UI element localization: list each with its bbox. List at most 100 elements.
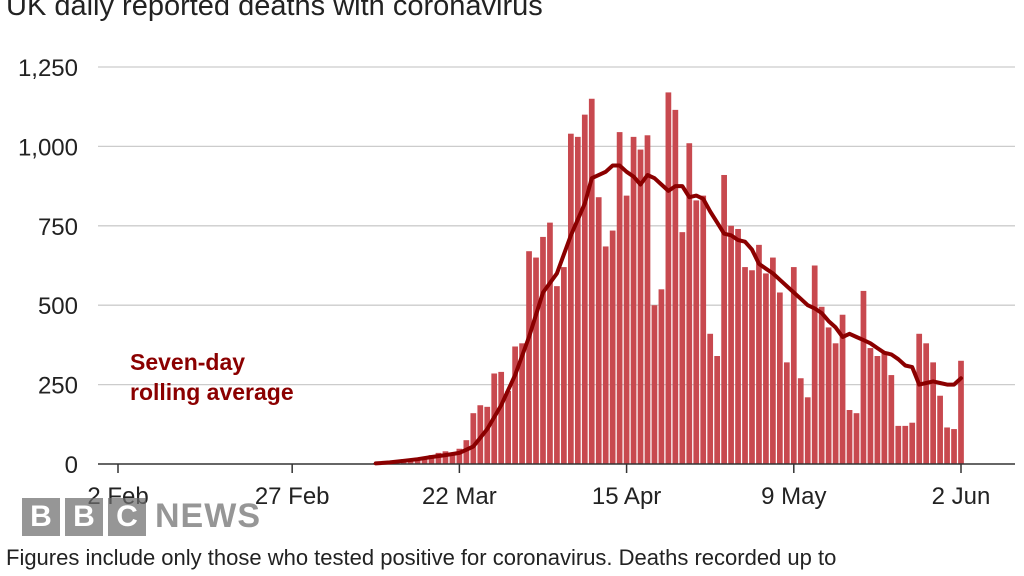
- bar: [923, 343, 930, 464]
- y-tick-label: 1,000: [18, 134, 78, 161]
- x-tick-label: 22 Mar: [422, 483, 497, 510]
- bar: [749, 270, 755, 464]
- bar: [770, 257, 776, 464]
- bar: [470, 413, 477, 464]
- bar: [588, 98, 595, 464]
- bar: [672, 109, 679, 464]
- bar: [790, 267, 797, 464]
- rolling-average-path: [373, 163, 963, 466]
- bar: [853, 413, 860, 464]
- bar: [763, 273, 769, 464]
- bar: [637, 149, 644, 465]
- bbc-logo-letter: C: [108, 497, 146, 536]
- bar: [498, 371, 505, 464]
- bar: [449, 452, 456, 464]
- y-tick-label: 250: [38, 373, 78, 400]
- y-tick-label: 750: [38, 214, 78, 241]
- rolling-average-line: [373, 163, 963, 466]
- bar: [463, 440, 470, 464]
- bar: [609, 230, 616, 464]
- bar: [839, 314, 846, 464]
- bar: [944, 427, 950, 464]
- bar: [526, 251, 532, 464]
- bar: [867, 348, 874, 464]
- bar: [874, 356, 881, 464]
- bar: [679, 232, 686, 464]
- rolling-average-annotation: Seven-day rolling average: [130, 349, 294, 405]
- bar: [644, 135, 651, 464]
- bar: [421, 458, 428, 464]
- bar: [818, 306, 825, 464]
- bar: [428, 455, 435, 464]
- x-tick-label: 2 Jun: [932, 483, 991, 510]
- bar: [602, 246, 609, 464]
- annotation-line-1: Seven-day: [130, 349, 245, 375]
- y-tick-label: 500: [38, 293, 78, 320]
- bar: [533, 257, 539, 464]
- bar: [581, 114, 588, 464]
- bar: [700, 195, 707, 465]
- bar: [554, 286, 560, 464]
- bar: [651, 305, 658, 464]
- footnote: Figures include only those who tested po…: [6, 545, 837, 570]
- bar: [811, 265, 818, 464]
- bar: [958, 360, 964, 464]
- bar: [846, 410, 853, 464]
- bar: [832, 343, 839, 464]
- bar: [721, 174, 727, 464]
- bar: [707, 333, 714, 464]
- bar: [728, 225, 734, 464]
- bar: [783, 362, 790, 464]
- bar: [407, 460, 414, 464]
- bar: [574, 136, 581, 464]
- bar: [804, 397, 811, 464]
- bbc-news-logo: B B C NEWS: [22, 497, 261, 536]
- bbc-logo-letter: B: [22, 497, 60, 536]
- bar: [623, 195, 630, 465]
- bar: [630, 136, 637, 464]
- annotation-line-2: rolling average: [130, 379, 294, 405]
- bar: [505, 390, 512, 464]
- bar: [860, 290, 867, 464]
- bar: [742, 267, 748, 464]
- bbc-logo-letter: B: [65, 497, 103, 536]
- bar: [686, 143, 693, 464]
- bar: [456, 448, 463, 464]
- bar: [484, 406, 491, 464]
- bar: [665, 92, 672, 465]
- bar: [881, 352, 888, 464]
- bar: [595, 197, 602, 464]
- bar: [916, 333, 923, 464]
- gridlines: 0 250 500 750 1,000 1,250: [18, 55, 1015, 479]
- bar: [693, 200, 700, 464]
- x-tick-label: 15 Apr: [592, 483, 661, 510]
- chart-title: UK daily reported deaths with coronaviru…: [6, 0, 543, 22]
- bar: [888, 375, 895, 464]
- bar: [797, 378, 804, 464]
- bar: [435, 452, 442, 464]
- bar: [756, 244, 762, 464]
- bar: [735, 228, 741, 464]
- bar: [561, 267, 567, 464]
- y-tick-label: 1,250: [18, 55, 78, 82]
- bar: [547, 222, 553, 464]
- bar: [937, 395, 943, 464]
- bar: [714, 356, 721, 464]
- bars: [372, 92, 964, 465]
- bar: [519, 343, 525, 464]
- bar: [895, 425, 902, 464]
- bar: [777, 292, 783, 464]
- bar: [825, 327, 832, 464]
- bar: [567, 133, 574, 465]
- bar: [540, 236, 546, 464]
- bar: [902, 425, 909, 464]
- bar: [616, 132, 623, 464]
- bar: [951, 429, 957, 464]
- bar: [512, 346, 518, 464]
- y-tick-label: 0: [65, 452, 78, 479]
- x-tick-label: 9 May: [761, 483, 826, 510]
- bar: [658, 289, 665, 464]
- bar: [909, 422, 916, 464]
- bbc-logo-news: NEWS: [155, 497, 261, 535]
